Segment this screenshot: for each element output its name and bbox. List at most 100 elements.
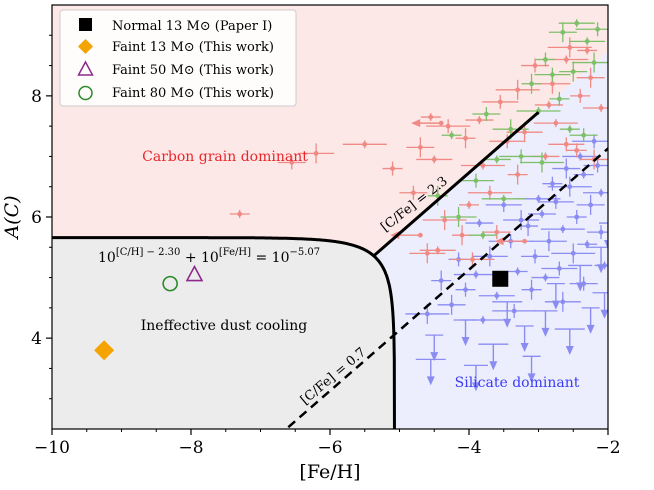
silicate-star-point (542, 176, 563, 191)
silicate-star-point (437, 294, 466, 315)
legend-faint13-label: Faint 13 M⊙ (This work) (112, 40, 274, 55)
carbon-star-point (399, 185, 428, 200)
silicate-star-upper-limit (546, 282, 565, 310)
mixed-star-point (441, 131, 462, 140)
carbon-star-point (583, 103, 608, 112)
axes: −10 −8 −6 −4 −2 4 6 8 (31, 34, 621, 458)
silicate-star-point (507, 267, 528, 276)
legend-faint80-label: Faint 80 M⊙ (This work) (112, 86, 274, 101)
carbon-star-point (452, 225, 473, 246)
silicate-star-upper-limit (415, 358, 446, 386)
silicate-star-point (453, 270, 498, 279)
silicate-star-upper-limit (599, 222, 608, 250)
silicate-star-upper-limit (453, 319, 478, 346)
carbon-star-point (570, 88, 591, 103)
cfe-0-7-line (287, 146, 608, 429)
x-tick-label: −10 (34, 438, 70, 458)
x-tick-label: −6 (317, 438, 342, 458)
cooling-equation-label: 10[C/H] − 2.30 + 10[Fe/H] = 10−5.07 (98, 247, 320, 266)
silicate-star-point (551, 243, 596, 264)
mixed-star-point (569, 37, 606, 46)
silicate-star-point (541, 261, 578, 276)
x-tick-label: −8 (178, 438, 203, 458)
legend-faint50-label: Faint 50 M⊙ (This work) (112, 63, 274, 78)
carbon-star-point (420, 113, 441, 122)
mixed-star-point (535, 52, 556, 67)
x-axis-title: [Fe/H] (299, 461, 360, 483)
legend: Normal 13 M⊙ (Paper I) Faint 13 M⊙ (This… (59, 9, 297, 107)
observations (229, 19, 608, 392)
silicate-star-point (471, 246, 508, 267)
silicate-star-point (521, 249, 550, 264)
carbon-star-point (577, 46, 598, 55)
mixed-star-point (569, 128, 598, 143)
legend-faint80-marker (78, 85, 93, 101)
silicate-star-upper-limit (425, 334, 444, 362)
silicate-star-upper-limit (586, 246, 608, 274)
silicate-star-upper-limit (463, 364, 488, 392)
mixed-star-point (558, 19, 595, 28)
carbon-star-point (459, 200, 479, 209)
carbon-star-point (533, 119, 578, 128)
silicate-star-point (530, 231, 567, 252)
carbon-star-point (482, 225, 511, 240)
mixed-star-point (559, 61, 588, 82)
carbon-star-point (298, 143, 335, 164)
carbon-star-point (416, 155, 453, 164)
carbon-star-point (419, 246, 456, 255)
mixed-star-point (559, 125, 580, 134)
carbon-star-point (409, 243, 446, 264)
silicate-star-upper-limit (533, 310, 558, 337)
silicate-star-point (544, 291, 581, 312)
silicate-star-upper-limit (554, 328, 585, 356)
x-tick-label: −4 (456, 438, 481, 458)
carbon-star-point (465, 116, 494, 125)
silicate-star-point (552, 158, 581, 179)
carbon-star-point (455, 128, 476, 149)
carbon-star-point (534, 100, 563, 109)
carbon-star-point (482, 94, 519, 109)
carbon-star-point (382, 161, 403, 176)
mixed-star-point (548, 22, 577, 43)
silicate-star-upper-limit (478, 343, 509, 371)
carbon-star-point (422, 210, 467, 231)
silicate-star-point (527, 209, 556, 218)
silicate-star-upper-limit (592, 292, 608, 319)
carbon-star-point (277, 155, 306, 170)
silicate-star-point (521, 279, 542, 300)
carbon-star-point (460, 161, 505, 170)
silicate-star-point (503, 210, 540, 231)
silicate-star-point (587, 225, 608, 240)
carbon-star-point (229, 209, 250, 218)
carbon-star-point (467, 185, 512, 200)
silicate-star-point (547, 176, 592, 197)
carbon-region-label: Carbon grain dominant (142, 149, 308, 165)
mixed-star-point (549, 91, 570, 106)
silicate-star-point (537, 194, 574, 209)
mixed-star-point (534, 67, 571, 82)
legend-faint13-marker (78, 39, 93, 54)
carbon-star-lower-limit (494, 237, 527, 246)
silicate-star-point (431, 270, 452, 291)
y-axis-title: A(C) (1, 195, 23, 240)
faint-50-marker (185, 264, 204, 282)
cooling-boundary-line (52, 236, 396, 429)
silicate-star-upper-limit (515, 325, 534, 353)
mixed-star-point (572, 52, 608, 73)
silicate-star-upper-limit (581, 307, 600, 334)
mixed-star-point (482, 155, 511, 164)
carbon-star-point (406, 137, 435, 158)
silicate-star-point (583, 188, 608, 197)
model-points (94, 264, 509, 361)
cfe-2-3-line (372, 111, 540, 257)
mixed-star-point (472, 107, 501, 122)
mixed-star-point (457, 173, 494, 188)
silicate-region-label: Silicate dominant (455, 375, 580, 391)
silicate-star-upper-limit (492, 301, 523, 328)
mixed-star-point (440, 207, 477, 227)
silicate-star-upper-limit (568, 264, 593, 292)
faint-13-marker (94, 340, 115, 361)
carbon-star-lower-limit (390, 231, 423, 240)
mixed-star-point (499, 149, 544, 164)
